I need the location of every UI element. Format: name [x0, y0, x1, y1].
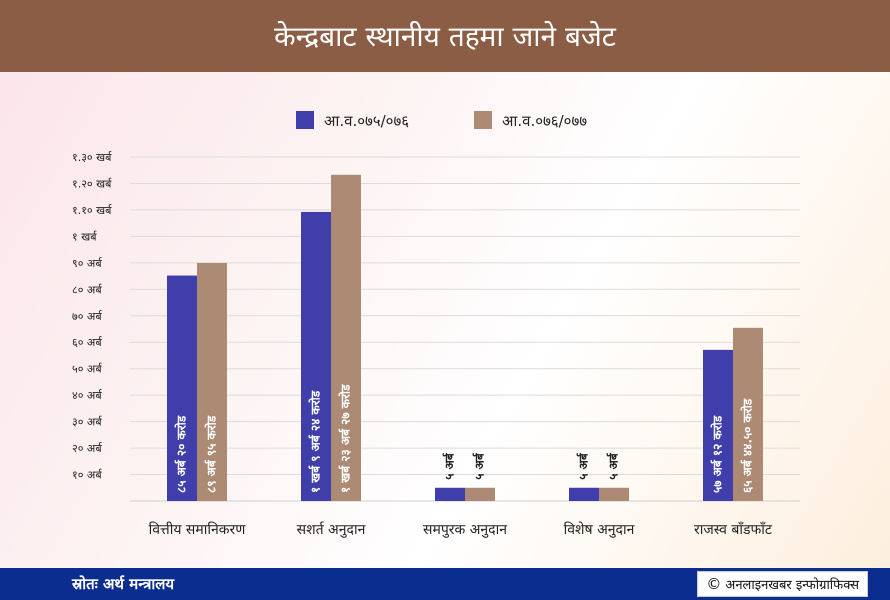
x-category-label: विशेष अनुदान: [564, 521, 635, 538]
title-bar: केन्द्रबाट स्थानीय तहमा जाने बजेट: [0, 0, 890, 72]
y-tick-label: ४० अर्ब: [72, 389, 103, 402]
y-tick-label: १० अर्ब: [72, 469, 103, 482]
bars: ८५ अर्ब २० करोड ८९ अर्ब ९५ करोड १ खर्ब ९ अ…: [167, 174, 763, 502]
legend-swatch: [296, 111, 314, 129]
y-tick-label: ८० अर्ब: [72, 283, 103, 296]
y-tick-label: ९० अर्ब: [72, 257, 103, 270]
bar-value-label: १ खर्ब २३ अर्ब २७ करोड: [339, 384, 353, 493]
credit-badge: © अनलाइनखबर इन्फोग्राफिक्स: [697, 571, 868, 597]
x-category-label: वित्तीय समानिकरण: [149, 521, 247, 538]
chart-area: १० अर्ब २० अर्ब ३० अर्ब ४० अर्ब ५० अर्ब ६० अर…: [0, 72, 890, 568]
bar-chart: १० अर्ब २० अर्ब ३० अर्ब ४० अर्ब ५० अर्ब ६० अर…: [72, 111, 800, 538]
credit-text: अनलाइनखबर इन्फोग्राफिक्स: [725, 578, 859, 593]
y-tick-label: १ खर्ब: [72, 230, 97, 243]
bar: [301, 211, 331, 502]
legend-label: आ.व.०७५/०७६: [324, 112, 409, 130]
bar-value-label: ५ अर्ब: [473, 452, 487, 480]
bar-value-label: ८५ अर्ब २० करोड: [175, 415, 189, 493]
y-tick-label: १.३० खर्ब: [72, 151, 112, 164]
bar-value-label: ५७ अर्ब १२ करोड: [711, 415, 725, 493]
x-category-label: राजस्व बाँडफाँट: [694, 521, 773, 538]
x-category-label: सशर्त अनुदान: [297, 521, 366, 538]
y-tick-label: ३० अर्ब: [72, 416, 103, 429]
y-tick-label: ७० अर्ब: [72, 310, 103, 323]
bar-value-label: ६५ अर्ब ४४.५० करोड: [741, 398, 755, 493]
source-text: स्रोतः अर्थ मन्त्रालय: [72, 575, 175, 593]
legend: आ.व.०७५/०७६ आ.व.०७६/०७७: [296, 111, 587, 130]
y-tick-label: ५० अर्ब: [72, 363, 103, 376]
bar: [703, 349, 733, 501]
bar: [331, 174, 361, 502]
bar: [733, 327, 763, 501]
x-category-label: समपुरक अनुदान: [423, 522, 507, 538]
bar-value-label: ५ अर्ब: [443, 452, 457, 480]
bar: [569, 487, 599, 501]
legend-swatch: [474, 111, 492, 129]
gridlines: [130, 156, 800, 502]
y-tick-label: २० अर्ब: [72, 442, 103, 455]
bar: [167, 275, 197, 501]
bar: [197, 262, 227, 501]
y-tick-label: १.१० खर्ब: [72, 204, 112, 217]
y-tick-label: १.२० खर्ब: [72, 177, 112, 190]
bar: [599, 487, 629, 501]
bar-value-label: ८९ अर्ब ९५ करोड: [205, 415, 219, 493]
x-axis: वित्तीय समानिकरण सशर्त अनुदान समपुरक अनुदा…: [149, 521, 773, 538]
y-tick-label: ६० अर्ब: [72, 336, 103, 349]
chart-title: केन्द्रबाट स्थानीय तहमा जाने बजेट: [274, 20, 616, 53]
legend-label: आ.व.०७६/०७७: [502, 112, 587, 130]
bar-value-label: ५ अर्ब: [607, 452, 621, 480]
bar: [465, 487, 495, 501]
copyright-icon: ©: [706, 575, 722, 593]
bar-value-label: १ खर्ब ९ अर्ब २४ करोड: [309, 390, 323, 493]
y-axis: १० अर्ब २० अर्ब ३० अर्ब ४० अर्ब ५० अर्ब ६० अर…: [72, 151, 112, 482]
bar-value-label: ५ अर्ब: [577, 452, 591, 480]
bar: [435, 487, 465, 501]
footer: स्रोतः अर्थ मन्त्रालय © अनलाइनखबर इन्फोग…: [0, 568, 890, 600]
